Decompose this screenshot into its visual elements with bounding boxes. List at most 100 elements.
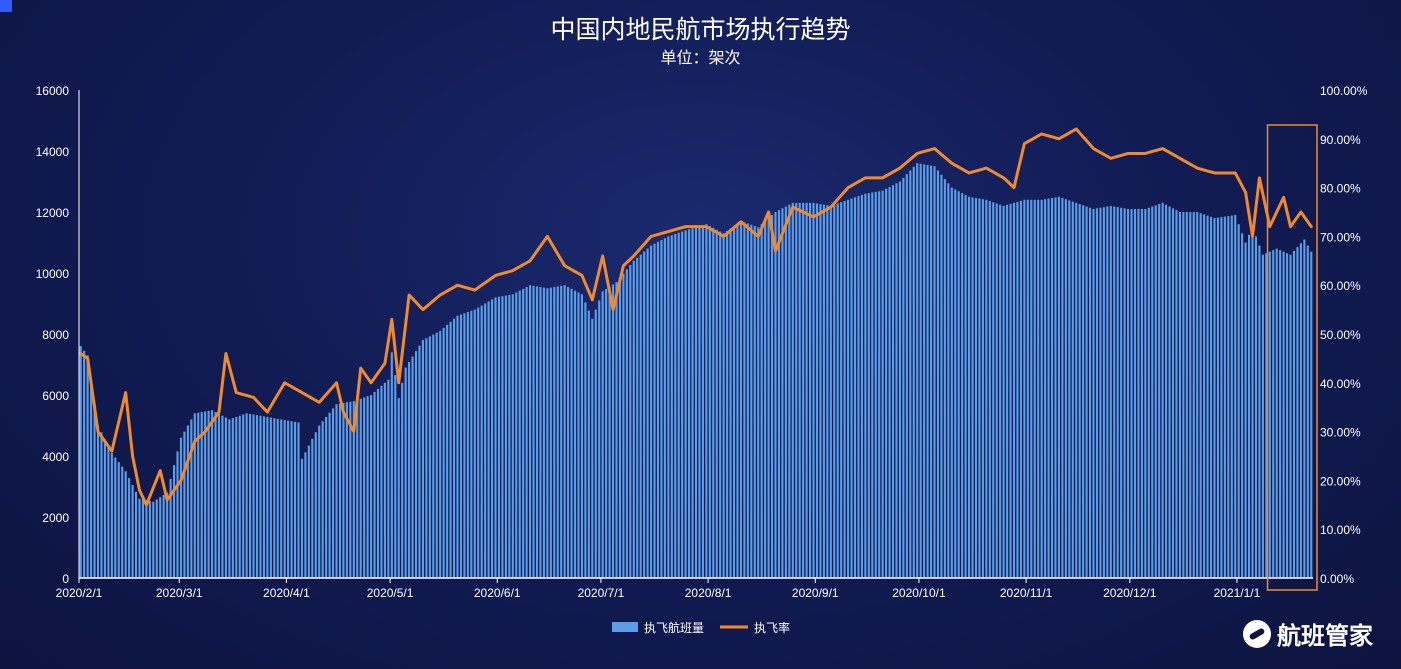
y-left-tick-label: 2000 bbox=[42, 511, 69, 525]
bar bbox=[342, 402, 345, 578]
bar bbox=[1161, 202, 1164, 578]
bar bbox=[1289, 254, 1292, 578]
bar bbox=[204, 411, 207, 578]
bar bbox=[1182, 212, 1185, 578]
bar bbox=[290, 421, 293, 578]
y-right-tick-label: 70.00% bbox=[1320, 230, 1361, 244]
bar bbox=[359, 398, 362, 578]
bar bbox=[1258, 245, 1261, 579]
x-tick-label: 2020/12/1 bbox=[1103, 586, 1157, 600]
bar bbox=[1016, 201, 1019, 578]
bar bbox=[829, 205, 832, 578]
bar bbox=[532, 285, 535, 578]
bar bbox=[508, 294, 511, 578]
bar bbox=[1068, 200, 1071, 578]
bar bbox=[235, 416, 238, 578]
bar bbox=[964, 194, 967, 579]
bar bbox=[649, 245, 653, 579]
bar bbox=[895, 183, 898, 578]
bar bbox=[456, 315, 459, 578]
bar bbox=[750, 224, 753, 578]
bar bbox=[1310, 251, 1313, 578]
plane-logo-icon bbox=[1243, 619, 1271, 648]
bar bbox=[497, 296, 501, 578]
bar bbox=[1303, 239, 1306, 578]
bar bbox=[753, 226, 756, 578]
bar bbox=[411, 356, 414, 578]
bar bbox=[356, 399, 359, 578]
bar bbox=[86, 355, 89, 578]
bar bbox=[432, 334, 435, 578]
y-right-tick-label: 80.00% bbox=[1320, 182, 1361, 196]
bar bbox=[674, 233, 677, 578]
bar bbox=[425, 338, 428, 578]
bar bbox=[504, 295, 507, 578]
bar bbox=[874, 191, 877, 578]
bar bbox=[446, 324, 449, 578]
bar bbox=[1033, 199, 1036, 579]
bar bbox=[221, 415, 224, 578]
bar bbox=[96, 425, 100, 578]
bar bbox=[923, 164, 926, 579]
bar bbox=[211, 410, 214, 578]
bar bbox=[373, 391, 376, 578]
bar bbox=[376, 388, 380, 578]
bar bbox=[1175, 210, 1178, 579]
x-tick-label: 2020/3/1 bbox=[156, 586, 203, 600]
y-left-tick-label: 14000 bbox=[36, 145, 70, 159]
legend-label-flights: 执飞航班量 bbox=[644, 620, 704, 635]
bar bbox=[207, 410, 210, 578]
bar bbox=[1085, 206, 1088, 578]
bar bbox=[452, 318, 456, 578]
bar bbox=[902, 177, 905, 578]
y-right-tick-label: 20.00% bbox=[1320, 474, 1361, 488]
y-left-tick-label: 4000 bbox=[42, 450, 69, 464]
bar bbox=[985, 199, 988, 579]
bar bbox=[1261, 254, 1264, 578]
corner-marker bbox=[0, 0, 12, 12]
bar bbox=[822, 204, 825, 578]
bar bbox=[646, 248, 649, 578]
bar bbox=[943, 179, 946, 578]
bar bbox=[812, 202, 815, 578]
highlight-box bbox=[1266, 124, 1318, 591]
bar bbox=[522, 288, 525, 578]
bar bbox=[539, 287, 542, 578]
bar bbox=[428, 336, 431, 578]
bar bbox=[926, 165, 929, 578]
bar bbox=[726, 230, 729, 578]
legend-label-rate: 执飞率 bbox=[754, 620, 790, 635]
bar bbox=[1178, 212, 1181, 578]
y-left-tick-label: 6000 bbox=[42, 389, 69, 403]
bar bbox=[1057, 196, 1061, 578]
bar bbox=[490, 299, 494, 578]
bar bbox=[605, 289, 608, 578]
bar bbox=[121, 466, 124, 578]
bar bbox=[529, 285, 532, 578]
bar bbox=[1075, 202, 1078, 578]
bar bbox=[276, 418, 279, 578]
bar bbox=[1006, 204, 1009, 578]
bar bbox=[176, 451, 179, 578]
y-right-tick-label: 90.00% bbox=[1320, 133, 1361, 147]
bar bbox=[736, 223, 739, 578]
bar bbox=[287, 420, 290, 578]
bar bbox=[186, 425, 189, 578]
bar bbox=[1012, 202, 1016, 578]
bar bbox=[117, 462, 120, 578]
bar bbox=[1206, 215, 1209, 578]
bar bbox=[473, 309, 476, 578]
bar bbox=[684, 230, 687, 579]
bar bbox=[131, 484, 134, 578]
y-left-tick-label: 8000 bbox=[42, 328, 69, 342]
bar bbox=[1009, 203, 1012, 578]
bar bbox=[905, 174, 908, 578]
bar bbox=[238, 415, 241, 578]
bar bbox=[636, 257, 639, 578]
bar bbox=[141, 499, 145, 578]
bar bbox=[1272, 250, 1275, 579]
bar bbox=[591, 318, 594, 578]
bar bbox=[535, 286, 539, 578]
bar bbox=[819, 204, 822, 578]
bar bbox=[625, 269, 628, 578]
